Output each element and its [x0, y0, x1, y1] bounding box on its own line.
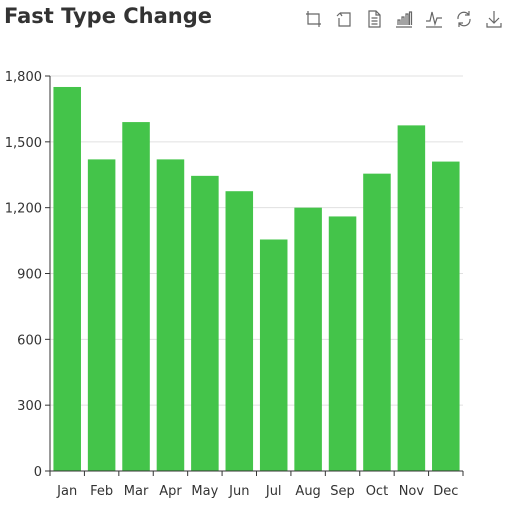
- y-tick-label: 600: [17, 333, 42, 348]
- x-tick-label: Jan: [56, 484, 77, 499]
- y-tick-label: 300: [17, 399, 42, 414]
- toolbox: [304, 8, 504, 30]
- y-tick-label: 900: [17, 268, 42, 283]
- x-tick-label: Dec: [433, 484, 458, 499]
- restore-icon[interactable]: [454, 8, 474, 30]
- bar-nov[interactable]: [397, 125, 426, 471]
- bar-may[interactable]: [191, 175, 219, 471]
- x-tick-label: Aug: [295, 484, 320, 499]
- x-tick-label: Apr: [159, 484, 182, 499]
- bar-dec[interactable]: [432, 161, 460, 472]
- bar-mar[interactable]: [122, 122, 150, 471]
- chart-title: Fast Type Change: [4, 4, 213, 28]
- x-tick-label: Nov: [399, 484, 425, 499]
- data-view-icon[interactable]: [364, 8, 384, 30]
- x-tick-label: Jun: [228, 484, 249, 499]
- zoom-icon[interactable]: [304, 8, 324, 30]
- save-image-icon[interactable]: [484, 8, 504, 30]
- line-chart-icon[interactable]: [424, 8, 444, 30]
- x-tick-label: May: [191, 484, 218, 499]
- bar-apr[interactable]: [156, 159, 185, 471]
- y-tick-label: 1,200: [5, 202, 42, 217]
- x-tick-label: Mar: [124, 484, 149, 499]
- zoom-reset-icon[interactable]: [334, 8, 354, 30]
- bar-chart-icon[interactable]: [394, 8, 414, 30]
- x-tick-label: Oct: [366, 484, 388, 499]
- bar-jun[interactable]: [225, 191, 254, 472]
- y-tick-label: 1,800: [5, 70, 42, 85]
- x-tick-label: Feb: [90, 484, 113, 499]
- bar-feb[interactable]: [87, 159, 116, 471]
- bar-jul[interactable]: [259, 239, 288, 471]
- bar-jan[interactable]: [53, 86, 81, 471]
- bar-oct[interactable]: [363, 173, 391, 471]
- y-tick-label: 1,500: [5, 136, 42, 151]
- bar-sep[interactable]: [328, 216, 357, 471]
- y-tick-label: 0: [34, 465, 42, 480]
- x-tick-label: Sep: [330, 484, 355, 499]
- x-tick-label: Jul: [265, 484, 282, 499]
- bar-aug[interactable]: [294, 207, 322, 471]
